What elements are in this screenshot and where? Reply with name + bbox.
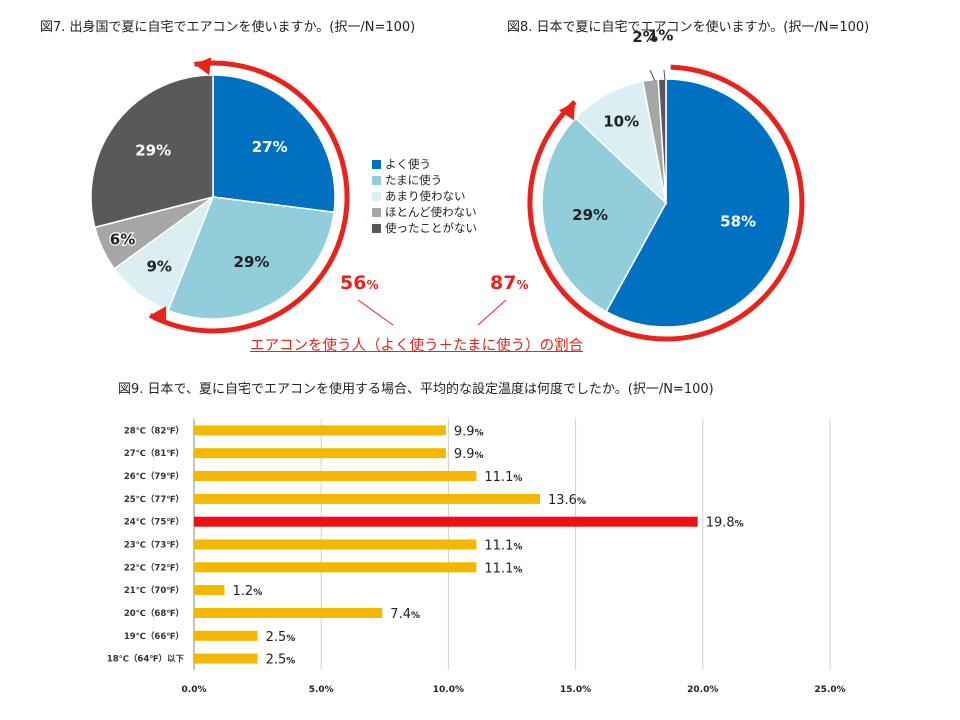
bar: [194, 425, 446, 435]
x-tick-label: 5.0%: [309, 685, 334, 695]
legend-item-sometimes: たまに使う: [372, 172, 477, 188]
share-unit: %: [516, 278, 528, 292]
share-value: 56: [340, 272, 366, 294]
legend-label: たまに使う: [385, 172, 442, 188]
legend-item-often: よく使う: [372, 156, 477, 172]
bar-value-label: 11.1%: [484, 561, 522, 576]
bar: [194, 562, 476, 572]
x-tick-label: 20.0%: [687, 685, 718, 695]
bar-value-label: 19.8%: [706, 516, 744, 531]
legend-item-rarely: あまり使わない: [372, 188, 477, 204]
legend-label: ほとんど使わない: [385, 204, 477, 220]
x-tick-label: 10.0%: [433, 685, 464, 695]
bar-value-label: 11.1%: [484, 539, 522, 554]
bar: [194, 540, 476, 550]
pie-data-label: 29%: [572, 206, 608, 224]
charts-canvas: 27%29%9%6%29% 58%29%10%2%1% 0.0% 5.0% 10.0…: [0, 0, 960, 720]
bar-value-label: 13.6%: [548, 493, 586, 508]
x-tick-label: 0.0%: [182, 685, 207, 695]
pie-data-label: 27%: [252, 138, 288, 156]
home-country-usage-share: 56%: [340, 272, 378, 294]
pie-data-label: 10%: [603, 113, 639, 131]
legend-label: 使ったことがない: [385, 220, 477, 236]
pie-legend: よく使う たまに使う あまり使わない ほとんど使わない 使ったことがない: [372, 156, 477, 236]
x-tick-label: 15.0%: [560, 685, 591, 695]
bar: [194, 585, 225, 595]
x-tick-label: 25.0%: [814, 685, 845, 695]
category-label: 19℃（66℉）: [124, 631, 184, 642]
pie-data-label: 1%: [648, 27, 673, 45]
bar: [194, 471, 476, 481]
category-label: 23℃（73℉）: [124, 540, 184, 551]
pie-data-label: 9%: [146, 257, 171, 275]
bar: [194, 494, 540, 504]
pie-data-label: 29%: [234, 253, 270, 271]
category-label: 25℃（77℉）: [124, 494, 184, 505]
legend-item-hardly: ほとんど使わない: [372, 204, 477, 220]
category-label: 24℃（75℉）: [124, 517, 184, 528]
category-label: 26℃（79℉）: [124, 471, 184, 482]
usage-share-caption: エアコンを使う人（よく使う＋たまに使う）の割合: [250, 334, 583, 355]
legend-label: よく使う: [385, 156, 431, 172]
legend-swatch: [372, 192, 381, 201]
bar-value-label: 11.1%: [484, 470, 522, 485]
pie-chart-home-country: 27% 29% 9% 6% 29%: [91, 75, 335, 319]
bar-value-label: 7.4%: [390, 607, 420, 622]
share-unit: %: [366, 278, 378, 292]
bar: [194, 631, 258, 641]
connector-line: [358, 300, 393, 325]
category-label: 27℃（81℉）: [124, 448, 184, 459]
bar: [194, 654, 258, 664]
bar-value-label: 1.2%: [233, 584, 263, 599]
bar-value-label: 2.5%: [266, 630, 296, 645]
legend-swatch: [372, 160, 381, 169]
share-value: 87: [490, 272, 516, 294]
legend-label: あまり使わない: [385, 188, 466, 204]
pie-data-label: 58%: [720, 213, 756, 231]
category-label: 28℃（82℉）: [124, 425, 184, 436]
bar-value-label: 9.9%: [454, 424, 484, 439]
temperature-bar-chart: 0.0% 5.0% 10.0% 15.0% 20.0% 25.0% 28℃（82℉） 9.9%…: [107, 419, 846, 695]
legend-swatch: [372, 176, 381, 185]
pie-chart-japan: 58%29%10%2%1%: [542, 27, 790, 327]
pie-data-label: 6%: [110, 231, 135, 249]
legend-item-never: 使ったことがない: [372, 220, 477, 236]
category-label: 21℃（70℉）: [124, 585, 184, 596]
legend-swatch: [372, 208, 381, 217]
bar-value-label: 9.9%: [454, 447, 484, 462]
japan-usage-share: 87%: [490, 272, 528, 294]
category-label: 20℃（68℉）: [124, 608, 184, 619]
category-label: 22℃（72℉）: [124, 562, 184, 573]
pie-data-label: 29%: [135, 142, 171, 160]
bar-value-label: 2.5%: [266, 653, 296, 668]
bar: [194, 517, 698, 527]
bar: [194, 608, 382, 618]
legend-swatch: [372, 224, 381, 233]
connector-line: [478, 300, 506, 325]
category-label: 18℃（64℉）以下: [107, 654, 185, 665]
bar: [194, 448, 446, 458]
